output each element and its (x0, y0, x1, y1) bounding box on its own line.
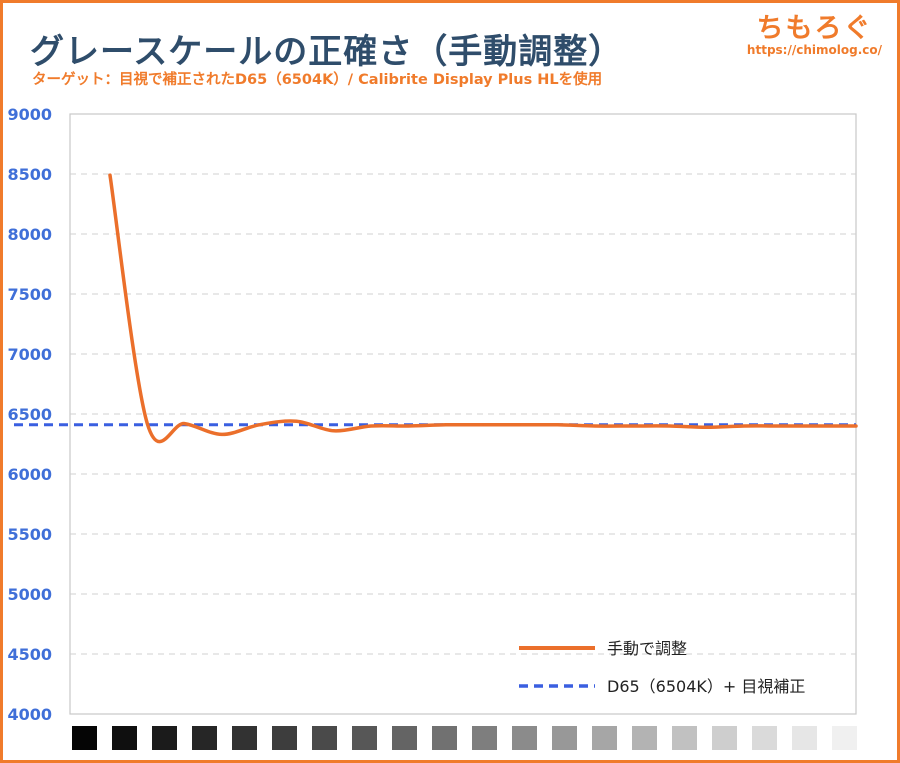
y-tick-label: 8500 (7, 165, 52, 184)
gray-swatch (352, 726, 377, 750)
plot-area (69, 113, 857, 715)
gray-swatch (312, 726, 337, 750)
data-point-manual (780, 425, 783, 427)
data-point-manual (706, 426, 708, 429)
data-point-manual (333, 430, 335, 432)
y-tick-label: 7500 (7, 285, 52, 304)
gray-swatch (632, 726, 657, 750)
data-point-manual (183, 422, 186, 425)
data-point-manual (519, 424, 522, 426)
series-line-manual (108, 173, 858, 444)
gray-swatch (72, 726, 97, 750)
y-tick-label: 4000 (7, 705, 52, 724)
gray-swatch (152, 726, 177, 750)
x-axis-gray-swatches (72, 726, 857, 750)
y-tick-label: 9000 (7, 105, 52, 124)
logo-name: ちもろぐ (756, 13, 873, 44)
y-tick-label: 5000 (7, 585, 52, 604)
y-tick-label: 5500 (7, 525, 52, 544)
data-point-manual (631, 425, 633, 427)
gray-swatch (792, 726, 817, 750)
data-point-manual (817, 425, 820, 427)
chart-title: グレースケールの正確さ（手動調整） (30, 32, 624, 72)
gray-swatch (272, 726, 297, 750)
y-axis-ticks: 9000 8500 8000 7500 7000 6500 6000 5500 5000 4500… (7, 105, 52, 724)
gray-swatch (112, 726, 137, 750)
logo-url: https://chimolog.co/ (746, 43, 882, 57)
series-manual (108, 173, 858, 444)
gray-swatch (592, 726, 617, 750)
gray-swatch (832, 726, 857, 750)
data-point-manual (668, 425, 671, 427)
gray-swatch (392, 726, 417, 750)
gray-swatch (232, 726, 257, 750)
data-point-manual (482, 424, 484, 426)
data-point-manual (146, 422, 149, 425)
data-point-manual (855, 425, 857, 427)
site-logo: ちもろぐ https://chimolog.co/ (747, 6, 882, 57)
data-point-manual (221, 433, 223, 436)
y-tick-label: 8000 (7, 225, 52, 244)
data-point-manual (109, 174, 111, 176)
gray-swatch (712, 726, 737, 750)
legend: 手動で調整 D65（6504K）+ 目視補正 (519, 639, 805, 696)
data-point-manual (295, 420, 298, 423)
legend-label-target: D65（6504K）+ 目視補正 (607, 677, 805, 696)
gray-swatch (672, 726, 697, 750)
data-point-manual (594, 425, 596, 427)
data-point-manual (444, 424, 447, 426)
gray-swatch (192, 726, 217, 750)
gray-swatch (512, 726, 537, 750)
y-tick-label: 7000 (7, 345, 52, 364)
data-point-manual (258, 424, 261, 426)
y-tick-label: 6500 (7, 405, 52, 424)
y-tick-label: 6000 (7, 465, 52, 484)
y-tick-label: 4500 (7, 645, 52, 664)
gridlines (70, 173, 856, 655)
gray-swatch (472, 726, 497, 750)
gray-swatch (752, 726, 777, 750)
data-point-manual (407, 425, 410, 427)
chart-subtitle: ターゲット：目視で補正されたD65（6504K）/ Calibrite Disp… (32, 72, 603, 88)
gray-swatch (432, 726, 457, 750)
data-point-manual (556, 424, 559, 426)
legend-label-manual: 手動で調整 (607, 639, 687, 658)
data-point-manual (370, 425, 372, 427)
data-point-manual (743, 425, 745, 427)
gray-swatch (552, 726, 577, 750)
